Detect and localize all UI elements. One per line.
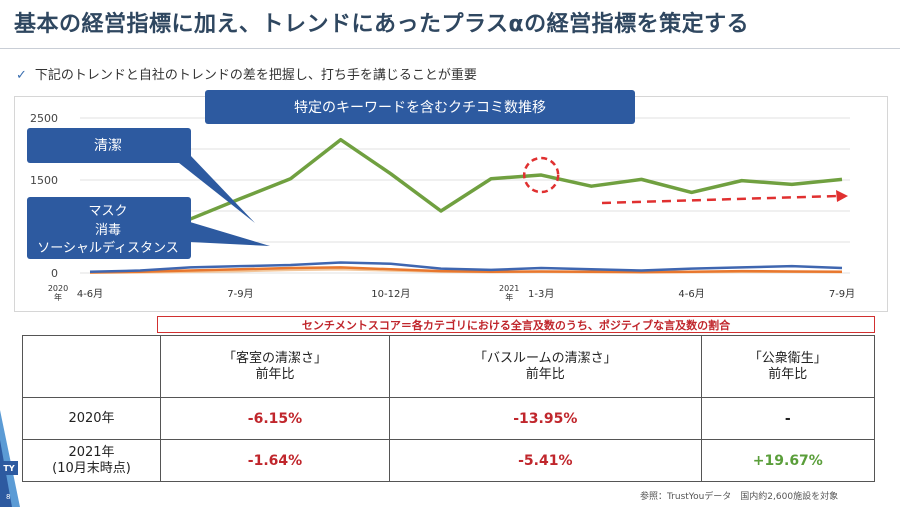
cell-value: -13.95%: [513, 410, 578, 427]
x-label-part: 7-9月: [829, 288, 855, 300]
column-header-line: 「バスルームの清潔さ」: [474, 350, 617, 366]
x-tick-label: 1-3月: [528, 288, 554, 300]
column-header-line: 「客室の清潔さ」: [222, 350, 327, 366]
column-header-line: 「公衆衛生」: [748, 350, 827, 366]
cleanliness-callout-label: 清潔: [94, 138, 122, 154]
row-label-line: 2021年: [68, 444, 115, 460]
x-tick-label: 10-12月: [371, 288, 410, 300]
x-label-part: 7-9月: [227, 288, 253, 300]
x-label-part: 年: [505, 292, 513, 302]
checkmark-icon: ✓: [16, 68, 27, 83]
others-callout-box: [27, 197, 191, 259]
x-label-part: 年: [54, 292, 62, 302]
table-cell: -5.41%: [389, 439, 702, 482]
column-header-hygiene: 「公衆衛生」 前年比: [700, 335, 876, 398]
cell-value: +19.67%: [752, 452, 823, 469]
page-number: 8: [6, 493, 11, 501]
table-cell: -: [700, 397, 876, 440]
y-tick-label: 1500: [30, 174, 58, 187]
page-title: 基本の経営指標に加え、トレンドにあったプラスαの経営指標を策定する: [14, 12, 750, 37]
table-cell: -6.15%: [160, 397, 390, 440]
x-tick-label: 7-9月: [227, 288, 253, 300]
others-callout-label: ソーシャルディスタンス: [37, 240, 179, 256]
title-divider: [0, 48, 900, 49]
row-label-line: 2020年: [68, 410, 115, 426]
x-label-part: 2021: [499, 284, 519, 293]
cleanliness-callout-box: [27, 128, 191, 163]
table-row: 2020年 -6.15% -13.95% -: [22, 397, 876, 440]
corner-decoration: [0, 410, 20, 507]
x-year-label: 2021 年: [499, 284, 519, 302]
trend-arrow-line: [601, 194, 839, 205]
sentiment-header: センチメントスコア＝各カテゴリにおける全言及数のうち、ポジティブな言及数の割合: [157, 316, 875, 333]
bullet-text: 下記のトレンドと自社のトレンドの差を把握し、打ち手を講じることが重要: [34, 68, 477, 83]
y-tick-label: 2500: [30, 112, 58, 125]
cell-value: -: [784, 410, 791, 427]
x-tick-label: 4-6月: [77, 288, 103, 300]
others-callout-label: マスク: [88, 204, 127, 219]
x-label-part: 4-6月: [678, 288, 704, 300]
series-line: [89, 266, 843, 274]
column-header-line: 前年比: [525, 366, 565, 382]
column-header-bath: 「バスルームの清潔さ」 前年比: [389, 335, 702, 398]
x-label-part: 2020: [48, 284, 68, 293]
table-header-row: 「客室の清潔さ」 前年比 「バスルームの清潔さ」 前年比 「公衆衛生」 前年比: [22, 335, 876, 398]
column-header-line: 前年比: [768, 366, 808, 382]
column-header-line: 前年比: [255, 366, 295, 382]
row-label-2020: 2020年: [22, 397, 161, 440]
cell-value: -5.41%: [518, 452, 573, 469]
row-label-2021: 2021年 (10月末時点): [22, 439, 161, 482]
x-label-part: 4-6月: [77, 288, 103, 300]
x-label-part: 1-3月: [528, 288, 554, 300]
dip-highlight-circle: [522, 156, 560, 194]
table-cell: -13.95%: [389, 397, 702, 440]
row-label-line: (10月末時点): [52, 460, 131, 476]
column-header-room: 「客室の清潔さ」 前年比: [160, 335, 390, 398]
sentiment-table: 「客室の清潔さ」 前年比 「バスルームの清潔さ」 前年比 「公衆衛生」 前年比 202…: [22, 335, 876, 482]
company-logo: TY: [0, 461, 18, 475]
table-row: 2021年 (10月末時点) -1.64% -5.41% +19.67%: [22, 439, 876, 482]
trend-arrow-head: [836, 190, 848, 202]
bullet-point: ✓ 下記のトレンドと自社のトレンドの差を把握し、打ち手を講じることが重要: [16, 64, 477, 83]
table-cell: +19.67%: [700, 439, 876, 482]
y-tick-label: 0: [51, 267, 58, 280]
x-tick-label: 7-9月: [829, 288, 855, 300]
x-year-label: 2020 年: [48, 284, 68, 302]
x-tick-label: 4-6月: [678, 288, 704, 300]
cell-value: -1.64%: [247, 452, 303, 469]
others-callout-label: 消毒: [95, 223, 121, 238]
table-cell: -1.64%: [160, 439, 390, 482]
x-label-part: 10-12月: [371, 288, 410, 300]
series-line: [89, 261, 843, 274]
series-line: [89, 137, 843, 235]
table-corner-cell: [22, 335, 161, 398]
source-note: 参照：TrustYouデータ 国内約2,600施設を対象: [640, 492, 839, 502]
cell-value: -6.15%: [247, 410, 303, 427]
chart-title-callout: 特定のキーワードを含むクチコミ数推移: [205, 90, 635, 124]
